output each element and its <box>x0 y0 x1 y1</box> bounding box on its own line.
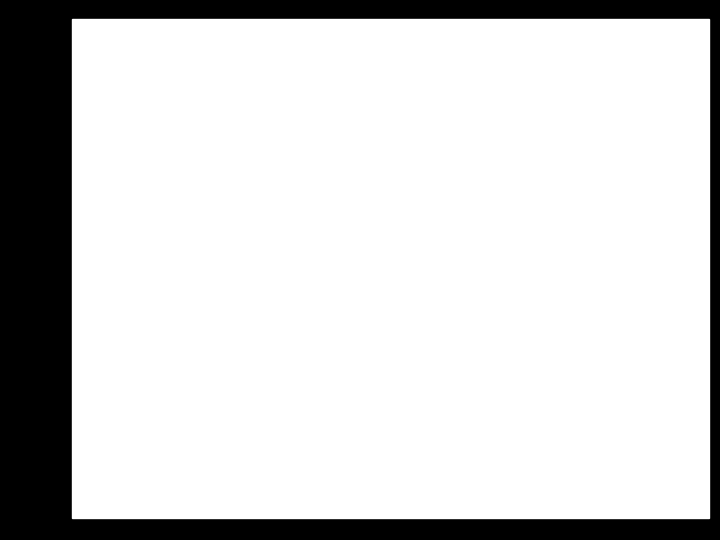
Text: LDL-receptor clearance: LDL-receptor clearance <box>120 436 530 465</box>
Text: Cholesterol per particle,: Cholesterol per particle, <box>120 80 559 109</box>
Text: Oxidized/modified: Oxidized/modified <box>131 348 442 377</box>
Text: ↑: ↑ <box>90 170 120 203</box>
Text: ↑: ↑ <box>90 346 120 380</box>
Text: ↑: ↑ <box>90 259 120 292</box>
Text: BUT: BUT <box>559 80 628 109</box>
Text: penetration: penetration <box>400 172 603 201</box>
Text: ↓: ↓ <box>90 434 120 468</box>
Text: Subendothelial: Subendothelial <box>120 261 400 290</box>
Text: Subendothelial: Subendothelial <box>120 172 400 201</box>
Text: LDL=low-density lipoprotein: LDL=low-density lipoprotein <box>97 496 313 511</box>
Text: binding: binding <box>400 261 531 290</box>
Text: ↓: ↓ <box>90 78 120 111</box>
